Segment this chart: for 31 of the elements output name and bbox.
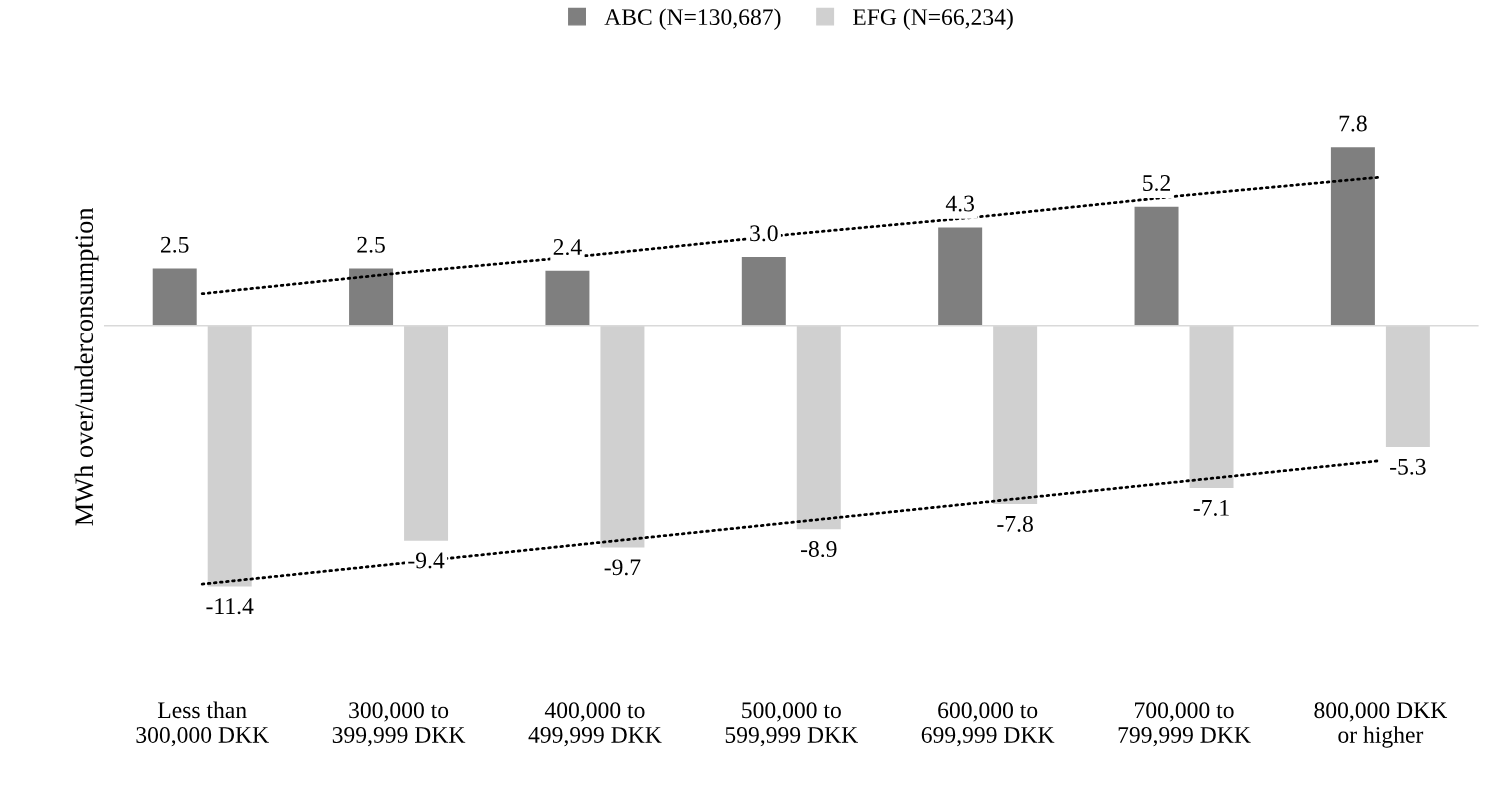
bar <box>349 268 394 326</box>
x-tick-label: Less than 300,000 DKK <box>136 701 269 747</box>
bar <box>1330 147 1375 326</box>
x-tick-label: 800,000 DKK or higher <box>1314 702 1448 748</box>
data-label: -11.4 <box>206 598 254 615</box>
x-tick-label: 700,000 to 799,999 DKK <box>1118 702 1251 747</box>
bar <box>545 270 590 326</box>
data-label: -8.9 <box>800 541 837 558</box>
legend-label: ABC (N=130,687) <box>604 8 781 30</box>
x-tick-label: 500,000 to 599,999 DKK <box>725 702 858 747</box>
data-label: 3.0 <box>750 225 778 242</box>
data-label: -9.4 <box>408 552 445 569</box>
data-label: -9.7 <box>604 559 641 576</box>
x-tick-label: 600,000 to 699,999 DKK <box>921 702 1055 747</box>
x-tick-label: 400,000 to 499,999 DKK <box>528 702 662 747</box>
data-label: 2.5 <box>160 236 189 253</box>
data-label: 5.2 <box>1143 175 1170 192</box>
data-label: 2.4 <box>553 239 582 256</box>
data-label: 7.8 <box>1339 115 1367 132</box>
data-label: -7.1 <box>1193 499 1229 516</box>
data-label: 4.3 <box>945 195 974 212</box>
bar <box>741 257 786 326</box>
bar <box>938 227 983 326</box>
y-axis-title: MWh over/underconsumption <box>74 207 99 526</box>
bar <box>152 268 197 326</box>
data-label: 2.5 <box>357 236 385 253</box>
data-label: -7.8 <box>997 515 1033 532</box>
legend-label: EFG (N=66,234) <box>852 8 1013 30</box>
bar <box>1134 206 1179 326</box>
x-tick-label: 300,000 to 399,999 DKK <box>332 702 466 747</box>
data-label: -5.3 <box>1390 458 1426 475</box>
